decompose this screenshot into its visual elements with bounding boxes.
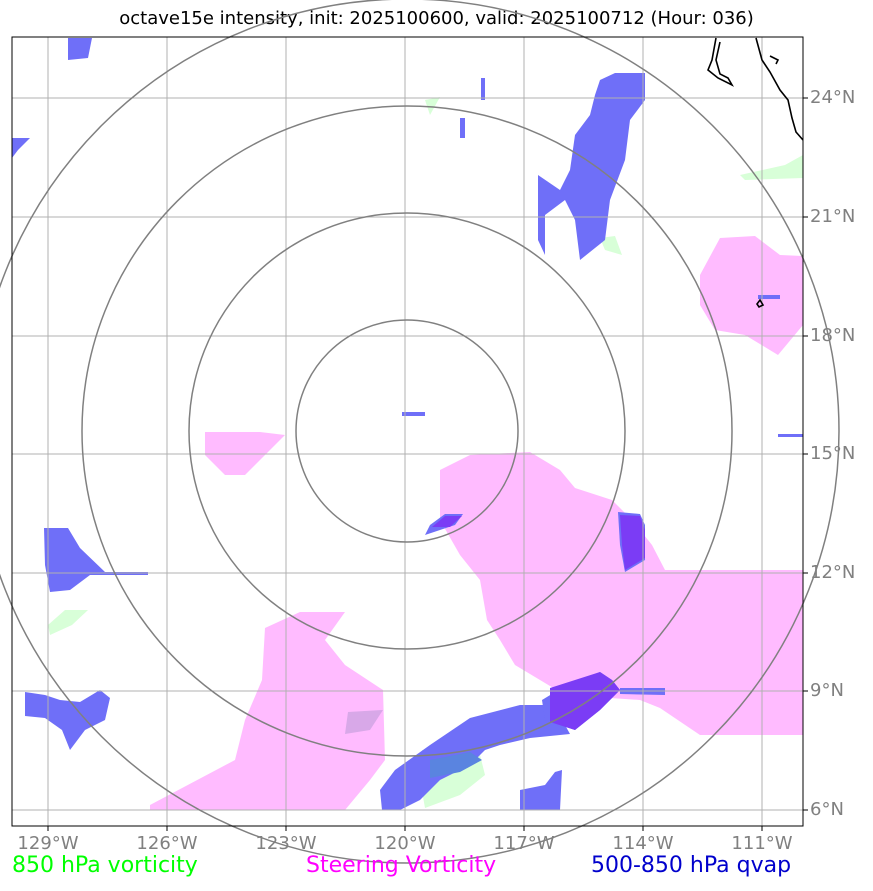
overlap-area bbox=[430, 752, 482, 778]
qvap-area bbox=[44, 528, 148, 592]
qvap-area bbox=[460, 118, 465, 138]
legend-steering-vorticity: Steering Vorticity bbox=[306, 853, 497, 878]
lon-label-114w: 114°W bbox=[612, 833, 674, 854]
distance-ring bbox=[295, 319, 519, 543]
lat-label-24n: 24°N bbox=[810, 87, 856, 108]
overlap-layer bbox=[345, 515, 645, 778]
distance-ring bbox=[0, 0, 840, 864]
distance-ring bbox=[188, 212, 626, 650]
lon-label-117w: 117°W bbox=[493, 833, 555, 854]
steering-vorticity-layer bbox=[150, 236, 803, 810]
lat-label-18n: 18°N bbox=[810, 325, 856, 346]
qvap-area bbox=[68, 38, 92, 60]
overlap-area bbox=[345, 710, 383, 734]
lat-label-9n: 9°N bbox=[810, 680, 844, 701]
lon-label-126w: 126°W bbox=[136, 833, 198, 854]
distance-ring bbox=[81, 105, 733, 757]
qvap-area bbox=[520, 770, 562, 810]
steering-vorticity-area bbox=[150, 612, 385, 810]
850hpa-vorticity-area bbox=[425, 97, 440, 115]
steering-vorticity-area bbox=[440, 452, 803, 735]
lat-label-6n: 6°N bbox=[810, 799, 844, 820]
distance-rings bbox=[0, 0, 840, 864]
lat-label-21n: 21°N bbox=[810, 206, 856, 227]
overlap-area bbox=[432, 516, 462, 527]
steering-vorticity-area bbox=[700, 236, 803, 355]
steering-vorticity-area bbox=[700, 668, 725, 695]
coastline bbox=[707, 37, 804, 309]
overlap-area bbox=[620, 515, 645, 570]
qvap-area bbox=[481, 78, 485, 100]
850hpa-vorticity-area bbox=[600, 236, 622, 255]
850hpa-vorticity-area bbox=[48, 610, 88, 635]
850hpa-vorticity-layer bbox=[48, 97, 803, 808]
lat-label-12n: 12°N bbox=[810, 562, 856, 583]
legend-850hpa-vorticity: 850 hPa vorticity bbox=[12, 853, 198, 878]
lon-label-129w: 129°W bbox=[17, 833, 79, 854]
legend-qvap: 500-850 hPa qvap bbox=[591, 853, 792, 878]
tick-marks bbox=[47, 97, 808, 831]
graticule bbox=[12, 37, 803, 826]
qvap-area bbox=[778, 434, 803, 437]
qvap-area bbox=[758, 295, 780, 299]
lat-label-15n: 15°N bbox=[810, 443, 856, 464]
850hpa-vorticity-area bbox=[740, 155, 803, 180]
lon-label-120w: 120°W bbox=[374, 833, 436, 854]
lon-label-123w: 123°W bbox=[255, 833, 317, 854]
qvap-area bbox=[12, 138, 30, 158]
qvap-area bbox=[538, 73, 645, 260]
qvap-area bbox=[402, 412, 425, 416]
overlap-area bbox=[550, 672, 620, 730]
lon-label-111w: 111°W bbox=[731, 833, 793, 854]
map-frame bbox=[11, 36, 804, 827]
map-title: octave15e intensity, init: 2025100600, v… bbox=[119, 8, 754, 29]
qvap-area bbox=[25, 690, 110, 750]
